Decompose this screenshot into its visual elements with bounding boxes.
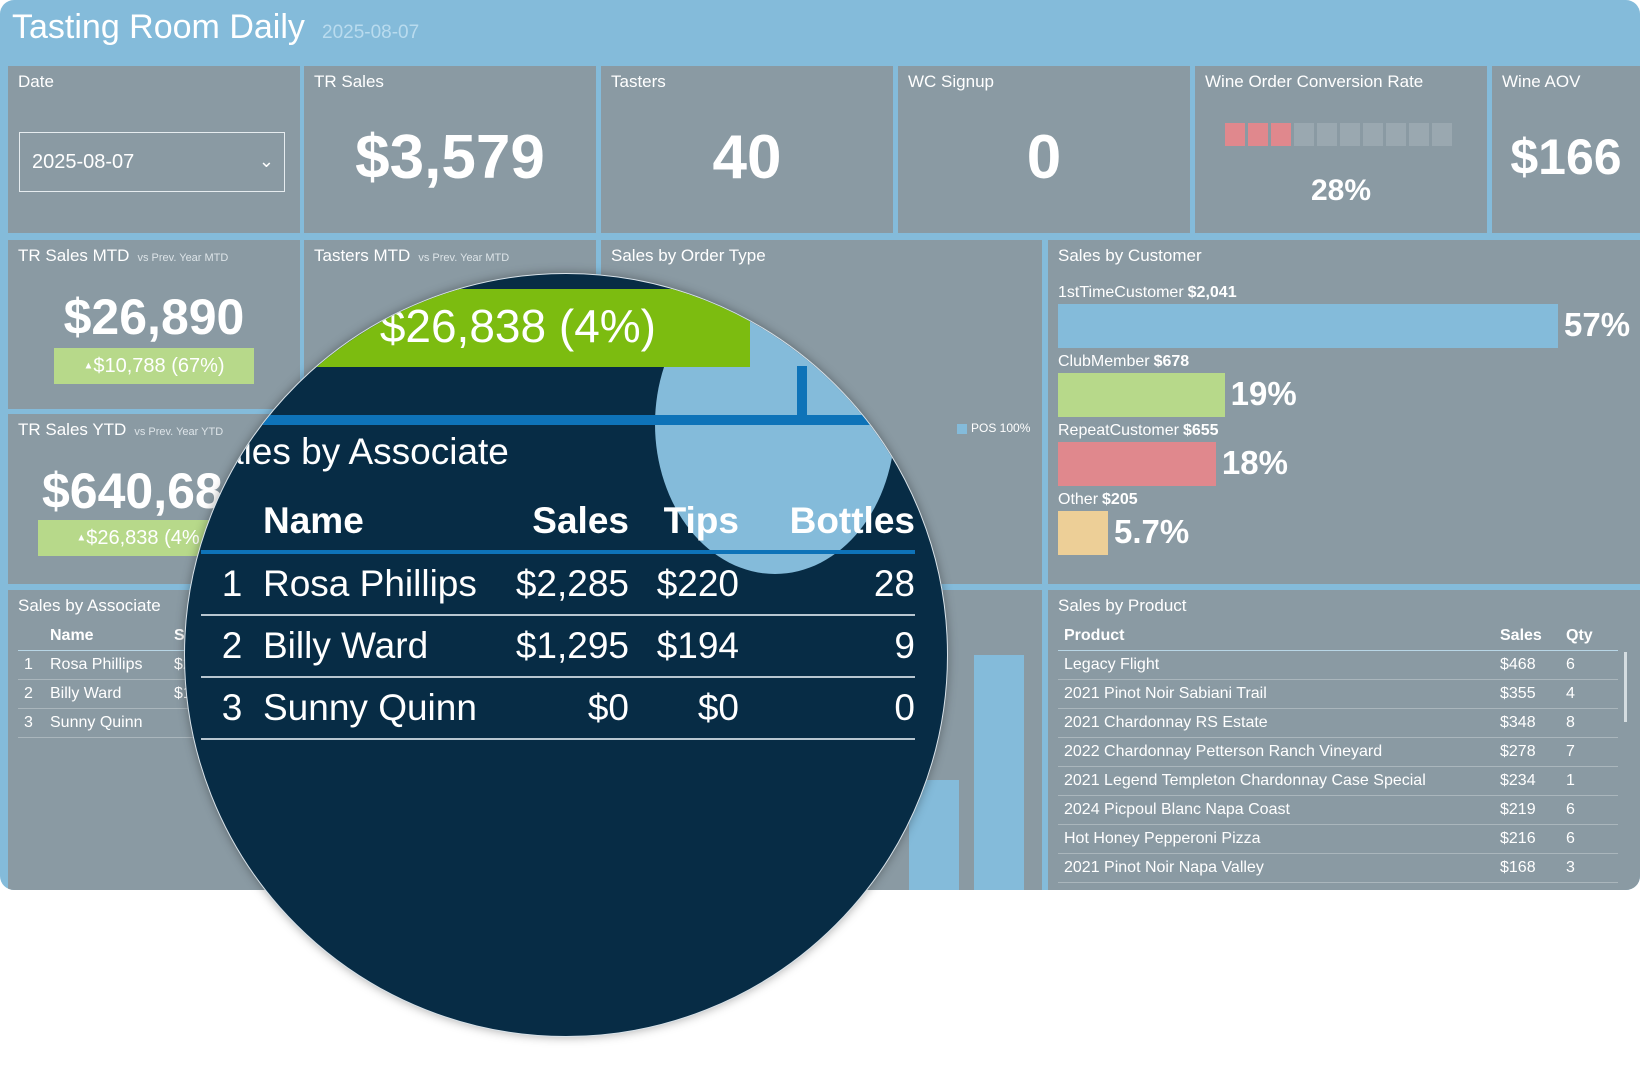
conversion-value: 28% — [1310, 174, 1372, 207]
product-header-row: Product Sales Qty — [1058, 622, 1618, 651]
table-row[interactable]: 2021 Legend Templeton Chardonnay Case Sp… — [1058, 766, 1618, 796]
table-row[interactable]: 3 Sunny Quinn $0 $0 0 — [201, 677, 915, 740]
tasters-mtd-title: Tasters MTD vs Prev. Year MTD — [314, 246, 510, 265]
wc-signup-panel: WC Signup 0 — [898, 66, 1190, 233]
gauge-segment — [1225, 123, 1245, 146]
gauge-segment — [1294, 123, 1314, 146]
tasters-title: Tasters — [611, 72, 666, 91]
tr-sales-panel: TR Sales $3,579 — [304, 66, 596, 233]
zoomed-header-row: Name Sales Tips Bottles — [201, 492, 915, 554]
customer-label: Other $205 — [1058, 491, 1138, 508]
name-header: Name — [44, 622, 168, 651]
gauge-segment — [1271, 123, 1291, 146]
tr-sales-title: TR Sales — [314, 72, 384, 91]
table-row[interactable]: 2024 Picpoul Blanc Napa Coast $219 6 — [1058, 795, 1618, 825]
legend-swatch — [957, 423, 967, 434]
customer-label: 1stTimeCustomer $2,041 — [1058, 284, 1237, 301]
order-type-title: Sales by Order Type — [611, 246, 766, 265]
table-row[interactable]: Hot Honey Pepperoni Pizza $216 6 — [1058, 824, 1618, 854]
name-header: Name — [263, 492, 503, 554]
customer-title: Sales by Customer — [1058, 246, 1202, 265]
aov-value: $166 — [1510, 129, 1622, 185]
wc-signup-title: WC Signup — [908, 72, 994, 91]
gauge-segment — [1432, 123, 1452, 146]
table-row[interactable]: 2 Billy Ward $1 — [18, 679, 220, 709]
conversion-panel: Wine Order Conversion Rate 28% — [1195, 66, 1487, 233]
gauge-segment — [1386, 123, 1406, 146]
tr-sales-ytd-title: TR Sales YTD vs Prev. Year YTD — [18, 420, 224, 439]
product-panel: Sales by Product Product Sales Qty Legac… — [1048, 590, 1640, 890]
rank-header — [18, 622, 44, 651]
customer-pct: 18% — [1221, 444, 1288, 481]
customer-pct: 57% — [1564, 306, 1631, 343]
zoomed-associate-table: Name Sales Tips Bottles 1 Rosa Phillips $2… — [201, 492, 915, 740]
header: Tasting Room Daily 2025-08-07 — [0, 0, 1640, 62]
zoomed-associate-title: ales by Associate — [223, 431, 509, 472]
gauge-segment — [1317, 123, 1337, 146]
customer-pct: 5.7% — [1114, 513, 1190, 550]
tasters-panel: Tasters 40 — [601, 66, 893, 233]
customer-label: RepeatCustomer $655 — [1058, 422, 1219, 439]
customer-bar[interactable] — [1058, 442, 1216, 486]
sales-header: Sales — [503, 492, 629, 554]
gauge-segment — [1363, 123, 1383, 146]
scrollbar[interactable] — [1624, 652, 1627, 722]
table-row[interactable]: 2 Billy Ward $1,295 $194 9 — [201, 615, 915, 678]
product-title: Sales by Product — [1058, 596, 1187, 615]
header-date: 2025-08-07 — [322, 22, 420, 43]
ytd-delta-zoomed: $26,838 (4%) — [185, 289, 750, 367]
wc-signup-value: 0 — [1026, 123, 1062, 192]
customer-bar[interactable] — [1058, 511, 1108, 555]
gauge-segment — [1340, 123, 1360, 146]
customer-bar[interactable] — [1058, 304, 1558, 348]
qty-header: Qty — [1560, 622, 1618, 651]
associate-title: Sales by Associate — [18, 596, 161, 615]
customer-panel: Sales by Customer 1stTimeCustomer $2,041 5… — [1048, 240, 1640, 584]
gauge-segment — [1409, 123, 1429, 146]
aov-title: Wine AOV — [1502, 72, 1581, 91]
gauge-segment — [1248, 123, 1268, 146]
table-row[interactable]: Legacy Flight $468 6 — [1058, 650, 1618, 680]
table-row[interactable]: 1 Rosa Phillips $2,285 $220 28 — [201, 552, 915, 616]
tr-sales-ytd-value: $640,68 — [42, 463, 223, 519]
product-header: Product — [1058, 622, 1494, 651]
order-type-legend: POS 100% — [957, 421, 1030, 435]
tr-sales-value: $3,579 — [355, 123, 545, 192]
conversion-title: Wine Order Conversion Rate — [1205, 72, 1424, 91]
page-title: Tasting Room Daily — [12, 8, 305, 46]
date-panel: Date 2025-08-07 ⌄ — [8, 66, 300, 233]
table-row[interactable]: 2021 Chardonnay RS Estate $348 8 — [1058, 708, 1618, 738]
customer-pct: 19% — [1230, 375, 1297, 412]
table-row[interactable]: 2021 Pinot Noir Napa Valley $168 3 — [1058, 853, 1618, 883]
sales-header: Sales — [1494, 622, 1560, 651]
divider — [185, 415, 947, 425]
table-row[interactable]: 2021 Pinot Noir Sabiani Trail $355 4 — [1058, 679, 1618, 709]
table-row[interactable]: 2022 Chardonnay Petterson Ranch Vineyard… — [1058, 737, 1618, 767]
date-select[interactable]: 2025-08-07 ⌄ — [19, 132, 285, 192]
date-select-value: 2025-08-07 — [32, 151, 135, 173]
conversion-gauge — [1225, 123, 1452, 146]
date-panel-title: Date — [18, 72, 54, 91]
customer-label: ClubMember $678 — [1058, 353, 1190, 370]
magnifier-lens: $26,838 (4%) ales by Associate Name Sale… — [184, 273, 948, 1037]
rank-header — [201, 492, 263, 554]
tr-sales-mtd-title: TR Sales MTD vs Prev. Year MTD — [18, 246, 229, 265]
tips-header: Tips — [629, 492, 739, 554]
product-table: Product Sales Qty Legacy Flight $468 6 2021… — [1058, 622, 1618, 883]
divider — [797, 366, 807, 420]
tasters-value: 40 — [712, 123, 782, 192]
customer-bar[interactable] — [1058, 373, 1225, 417]
bottles-header: Bottles — [739, 492, 915, 554]
chart-bar — [974, 655, 1024, 890]
chevron-down-icon: ⌄ — [258, 151, 274, 171]
aov-panel: Wine AOV $166 — [1492, 66, 1640, 233]
